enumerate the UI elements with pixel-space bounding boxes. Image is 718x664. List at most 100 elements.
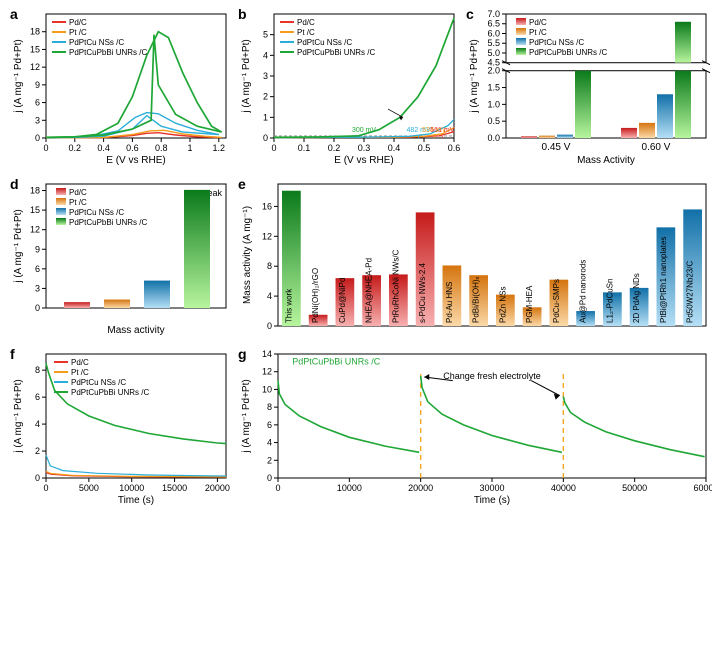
panel-b-label: b: [238, 6, 247, 22]
svg-text:Mass activity: Mass activity: [107, 325, 164, 336]
svg-text:Time (s): Time (s): [118, 495, 154, 506]
svg-text:0.4: 0.4: [97, 143, 110, 153]
svg-text:Pd/C: Pd/C: [529, 18, 547, 27]
panel-a: a 00.20.40.60.811.20369121518E (V vs RHE…: [10, 8, 232, 166]
svg-text:PdPtCuPbBi UNRs /C: PdPtCuPbBi UNRs /C: [69, 48, 147, 57]
svg-text:5.5: 5.5: [487, 38, 500, 48]
svg-text:0: 0: [271, 143, 276, 153]
svg-text:j (A mg⁻¹ Pd+Pt): j (A mg⁻¹ Pd+Pt): [13, 39, 24, 113]
panel-d-label: d: [10, 176, 19, 192]
svg-text:PdNi(OH)₂/rGO: PdNi(OH)₂/rGO: [311, 268, 320, 323]
svg-text:PdPtCu NSs /C: PdPtCu NSs /C: [297, 38, 352, 47]
svg-text:16: 16: [262, 201, 272, 211]
svg-text:Pd/C: Pd/C: [69, 18, 87, 27]
svg-text:0: 0: [35, 473, 40, 483]
panel-b-chart: 00.10.20.30.40.50.6012345E (V vs RHE)j (…: [238, 8, 460, 166]
svg-text:j (A mg⁻¹ Pd+Pt): j (A mg⁻¹ Pd+Pt): [13, 209, 24, 283]
svg-text:4: 4: [35, 419, 40, 429]
svg-text:0: 0: [267, 321, 272, 331]
svg-text:1: 1: [187, 143, 192, 153]
svg-text:0: 0: [267, 473, 272, 483]
svg-text:50000: 50000: [622, 483, 647, 493]
svg-text:Time (s): Time (s): [474, 495, 510, 506]
svg-text:8: 8: [35, 365, 40, 375]
svg-text:L1₂-PdCuSn: L1₂-PdCuSn: [605, 279, 614, 323]
svg-text:20000: 20000: [205, 483, 230, 493]
svg-text:Mass activity (A mg⁻¹): Mass activity (A mg⁻¹): [242, 206, 253, 304]
svg-text:0.5: 0.5: [487, 116, 500, 126]
panel-e-label: e: [238, 176, 246, 192]
svg-text:5000: 5000: [79, 483, 99, 493]
svg-text:1.0: 1.0: [487, 99, 500, 109]
svg-text:9: 9: [35, 80, 40, 90]
svg-text:15: 15: [30, 44, 40, 54]
svg-text:E (V vs RHE): E (V vs RHE): [334, 155, 393, 166]
svg-text:0: 0: [275, 483, 280, 493]
svg-text:3: 3: [35, 115, 40, 125]
svg-text:8: 8: [267, 402, 272, 412]
svg-text:561 mV: 561 mV: [430, 127, 454, 134]
svg-text:Pt /C: Pt /C: [71, 368, 89, 377]
svg-text:0: 0: [35, 303, 40, 313]
svg-text:PdPtCuPbBi UNRs /C: PdPtCuPbBi UNRs /C: [69, 218, 147, 227]
svg-text:4: 4: [267, 291, 272, 301]
panel-g-chart: 0100002000030000400005000060000024681012…: [238, 348, 712, 506]
svg-text:Pd/C: Pd/C: [69, 188, 87, 197]
svg-text:6: 6: [35, 98, 40, 108]
svg-text:j (A mg⁻¹ Pd+Pt): j (A mg⁻¹ Pd+Pt): [241, 379, 252, 453]
panel-d: d 0369121518Mass activityj (A mg⁻¹ Pd+Pt…: [10, 178, 232, 336]
svg-text:PdPtCu NSs /C: PdPtCu NSs /C: [69, 38, 124, 47]
svg-text:0.1: 0.1: [298, 143, 311, 153]
panel-g-label: g: [238, 346, 247, 362]
svg-text:1: 1: [263, 112, 268, 122]
svg-text:12: 12: [262, 231, 272, 241]
svg-text:Pd/C: Pd/C: [71, 358, 89, 367]
panel-f-chart: 0500010000150002000002468Time (s)j (A mg…: [10, 348, 232, 506]
svg-text:8: 8: [267, 261, 272, 271]
svg-text:4: 4: [267, 438, 272, 448]
panel-e-chart: 0481216Mass activity (A mg⁻¹)This workPd…: [238, 178, 712, 336]
panel-c-chart: 0.00.51.01.52.04.55.05.56.06.57.0j (A mg…: [466, 8, 712, 166]
svg-text:10000: 10000: [337, 483, 362, 493]
svg-text:j (A mg⁻¹ Pd+Pt): j (A mg⁻¹ Pd+Pt): [241, 39, 252, 113]
svg-text:CuPd@NiPd: CuPd@NiPd: [338, 278, 347, 323]
svg-text:Pd-Au HNS: Pd-Au HNS: [445, 282, 454, 323]
svg-text:0: 0: [43, 143, 48, 153]
svg-text:Pt /C: Pt /C: [69, 198, 87, 207]
svg-text:15000: 15000: [162, 483, 187, 493]
svg-text:PdBi/Bi(OH)ₓ: PdBi/Bi(OH)ₓ: [472, 276, 481, 323]
panel-f: f 0500010000150002000002468Time (s)j (A …: [10, 348, 232, 506]
panel-c-label: c: [466, 6, 474, 22]
svg-text:E (V vs RHE): E (V vs RHE): [106, 155, 165, 166]
svg-text:6: 6: [35, 392, 40, 402]
svg-text:j (A mg⁻¹ Pd+Pt): j (A mg⁻¹ Pd+Pt): [13, 379, 24, 453]
svg-text:1.5: 1.5: [487, 83, 500, 93]
panel-c: c 0.00.51.01.52.04.55.05.56.06.57.0j (A …: [466, 8, 712, 166]
svg-text:5: 5: [263, 30, 268, 40]
svg-text:12: 12: [262, 367, 272, 377]
svg-text:PdPtCuPbBi UNRs /C: PdPtCuPbBi UNRs /C: [292, 357, 381, 367]
svg-text:0.8: 0.8: [155, 143, 168, 153]
svg-text:4.5: 4.5: [487, 58, 500, 68]
svg-text:0: 0: [35, 133, 40, 143]
svg-text:0.6: 0.6: [448, 143, 460, 153]
svg-text:PdPtCu NSs /C: PdPtCu NSs /C: [71, 378, 126, 387]
svg-text:Change fresh electrolyte: Change fresh electrolyte: [443, 371, 541, 381]
svg-text:2: 2: [267, 455, 272, 465]
svg-text:PdPtCuPbBi UNRs /C: PdPtCuPbBi UNRs /C: [71, 388, 149, 397]
svg-text:60000: 60000: [693, 483, 712, 493]
svg-text:0.60 V: 0.60 V: [642, 142, 671, 153]
svg-text:PtRuRhCoNi NWs/C: PtRuRhCoNi NWs/C: [391, 249, 400, 323]
svg-text:PdPtCu NSs /C: PdPtCu NSs /C: [529, 38, 584, 47]
svg-text:9: 9: [35, 244, 40, 254]
svg-text:PdPtCu NSs /C: PdPtCu NSs /C: [69, 208, 124, 217]
svg-text:0.2: 0.2: [69, 143, 82, 153]
svg-text:0.5: 0.5: [418, 143, 431, 153]
svg-text:2: 2: [35, 446, 40, 456]
svg-text:40000: 40000: [551, 483, 576, 493]
svg-text:0.0: 0.0: [487, 133, 500, 143]
svg-text:2: 2: [263, 92, 268, 102]
svg-text:15: 15: [30, 205, 40, 215]
svg-text:6: 6: [35, 264, 40, 274]
svg-text:10: 10: [262, 384, 272, 394]
